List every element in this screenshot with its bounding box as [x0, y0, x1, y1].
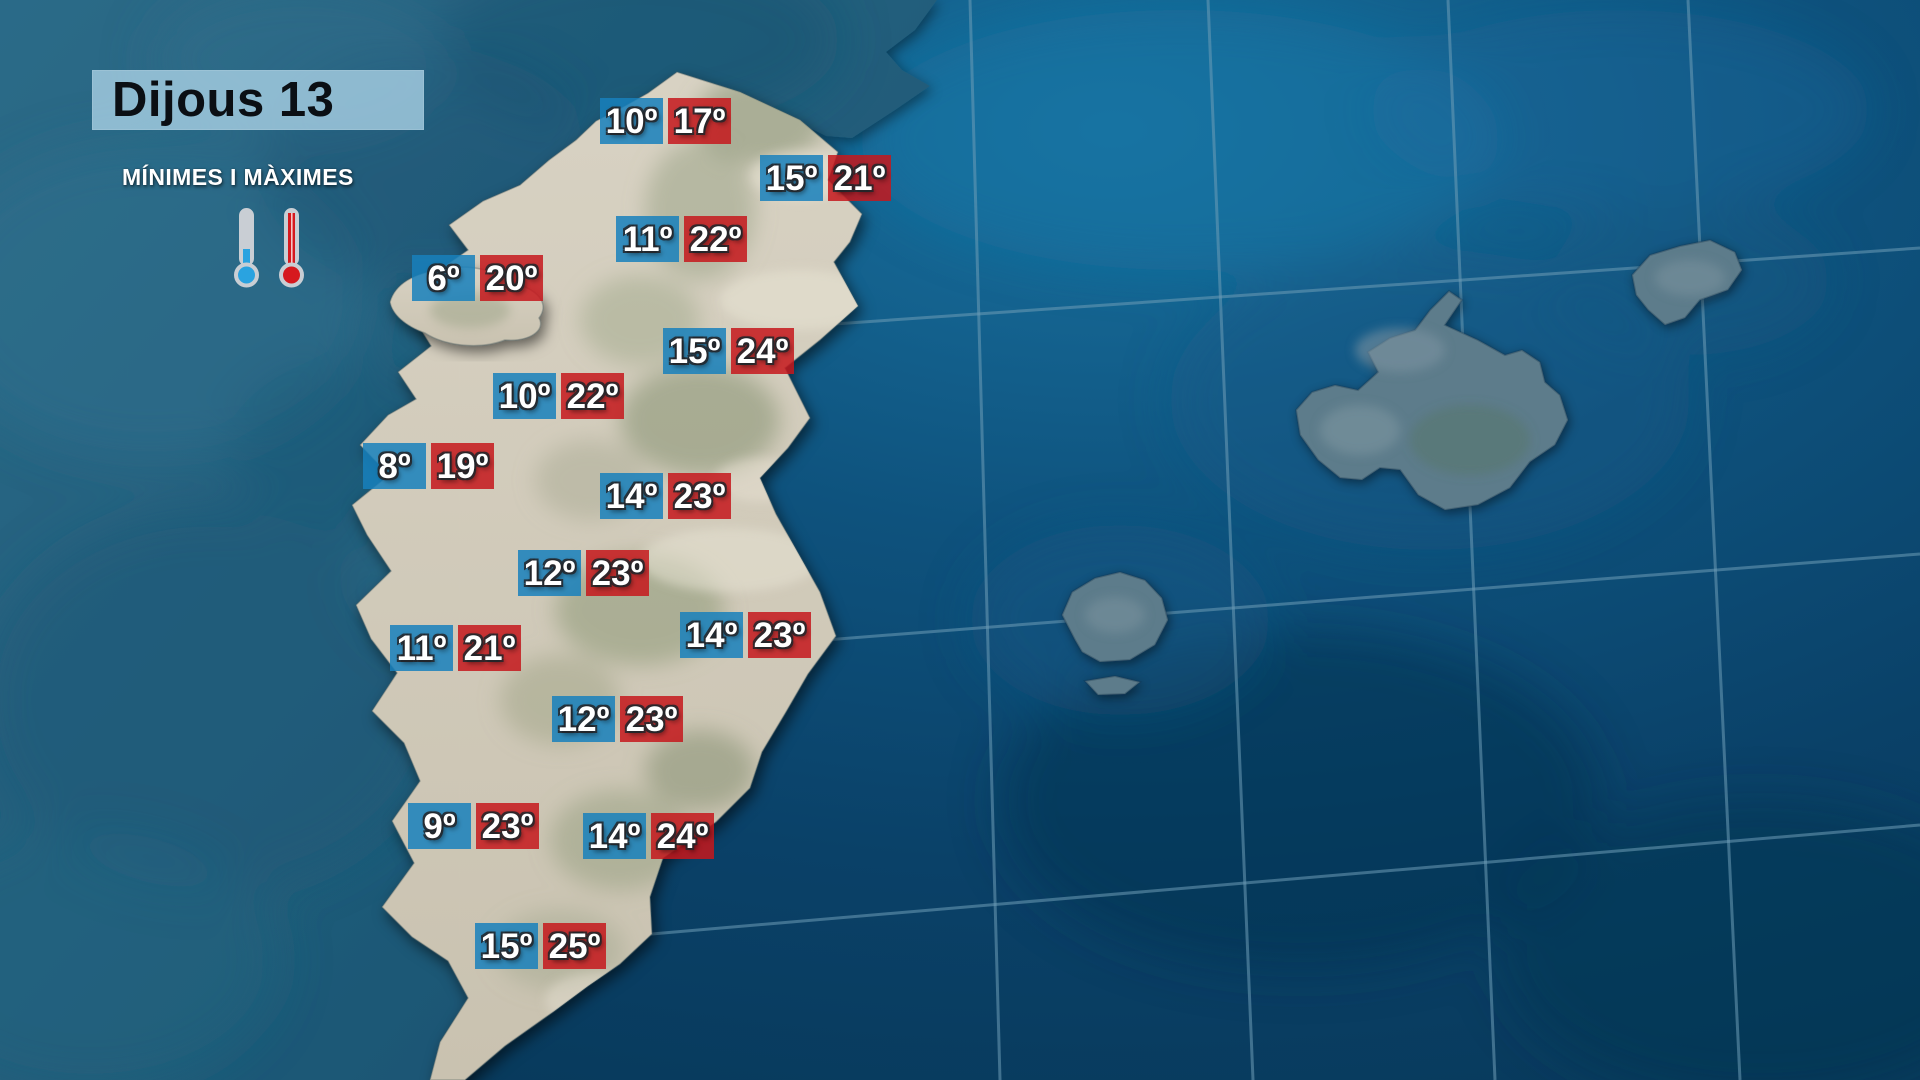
temp-label: 14º 23º	[600, 473, 731, 519]
min-temp-box: 10º	[600, 98, 663, 144]
legend-title: MÍNIMES I MÀXIMES	[122, 164, 354, 190]
min-temp-box: 15º	[760, 155, 823, 201]
min-temp-box: 14º	[583, 813, 646, 859]
temp-label: 15º 24º	[663, 328, 794, 374]
min-temp-box: 8º	[363, 443, 426, 489]
exclave-texture	[430, 292, 510, 328]
red-thermometer-icon	[279, 208, 304, 288]
max-temp-box: 23º	[620, 696, 683, 742]
date-label: Dijous 13	[112, 73, 335, 127]
max-temp-box: 20º	[480, 255, 543, 301]
min-temp-box: 15º	[475, 923, 538, 969]
max-temp-box: 24º	[651, 813, 714, 859]
island-texture	[1085, 260, 1725, 633]
temp-label: 6º 20º	[412, 255, 543, 301]
max-temp-box: 24º	[731, 328, 794, 374]
min-temp-box: 12º	[552, 696, 615, 742]
temp-label: 11º 21º	[390, 625, 521, 671]
max-temp-box: 22º	[561, 373, 624, 419]
min-temp-box: 11º	[616, 216, 679, 262]
min-temp-box: 11º	[390, 625, 453, 671]
temp-label: 12º 23º	[518, 550, 649, 596]
date-banner: Dijous 13	[92, 70, 424, 130]
min-temp-box: 12º	[518, 550, 581, 596]
blue-thermometer-icon	[234, 208, 259, 288]
min-temp-box: 15º	[663, 328, 726, 374]
temp-label: 10º 22º	[493, 373, 624, 419]
max-temp-box: 23º	[476, 803, 539, 849]
temp-label: 11º 22º	[616, 216, 747, 262]
max-temp-box: 21º	[828, 155, 891, 201]
thermometers-legend	[224, 205, 314, 291]
temp-label: 9º 23º	[408, 803, 539, 849]
max-temp-box: 19º	[431, 443, 494, 489]
temp-label: 10º 17º	[600, 98, 731, 144]
temp-label: 15º 21º	[760, 155, 891, 201]
min-temp-box: 6º	[412, 255, 475, 301]
formentera-island	[1083, 674, 1143, 697]
max-temp-box: 23º	[748, 612, 811, 658]
graticule-grid	[639, 0, 1920, 1080]
temp-label: 14º 23º	[680, 612, 811, 658]
max-temp-box: 22º	[684, 216, 747, 262]
temp-label: 8º 19º	[363, 443, 494, 489]
min-temp-box: 10º	[493, 373, 556, 419]
temp-label: 14º 24º	[583, 813, 714, 859]
max-temp-box: 21º	[458, 625, 521, 671]
temp-label: 12º 23º	[552, 696, 683, 742]
min-temp-box: 9º	[408, 803, 471, 849]
min-temp-box: 14º	[600, 473, 663, 519]
min-temp-box: 14º	[680, 612, 743, 658]
max-temp-box: 17º	[668, 98, 731, 144]
max-temp-box: 23º	[586, 550, 649, 596]
temp-label: 15º 25º	[475, 923, 606, 969]
max-temp-box: 23º	[668, 473, 731, 519]
max-temp-box: 25º	[543, 923, 606, 969]
